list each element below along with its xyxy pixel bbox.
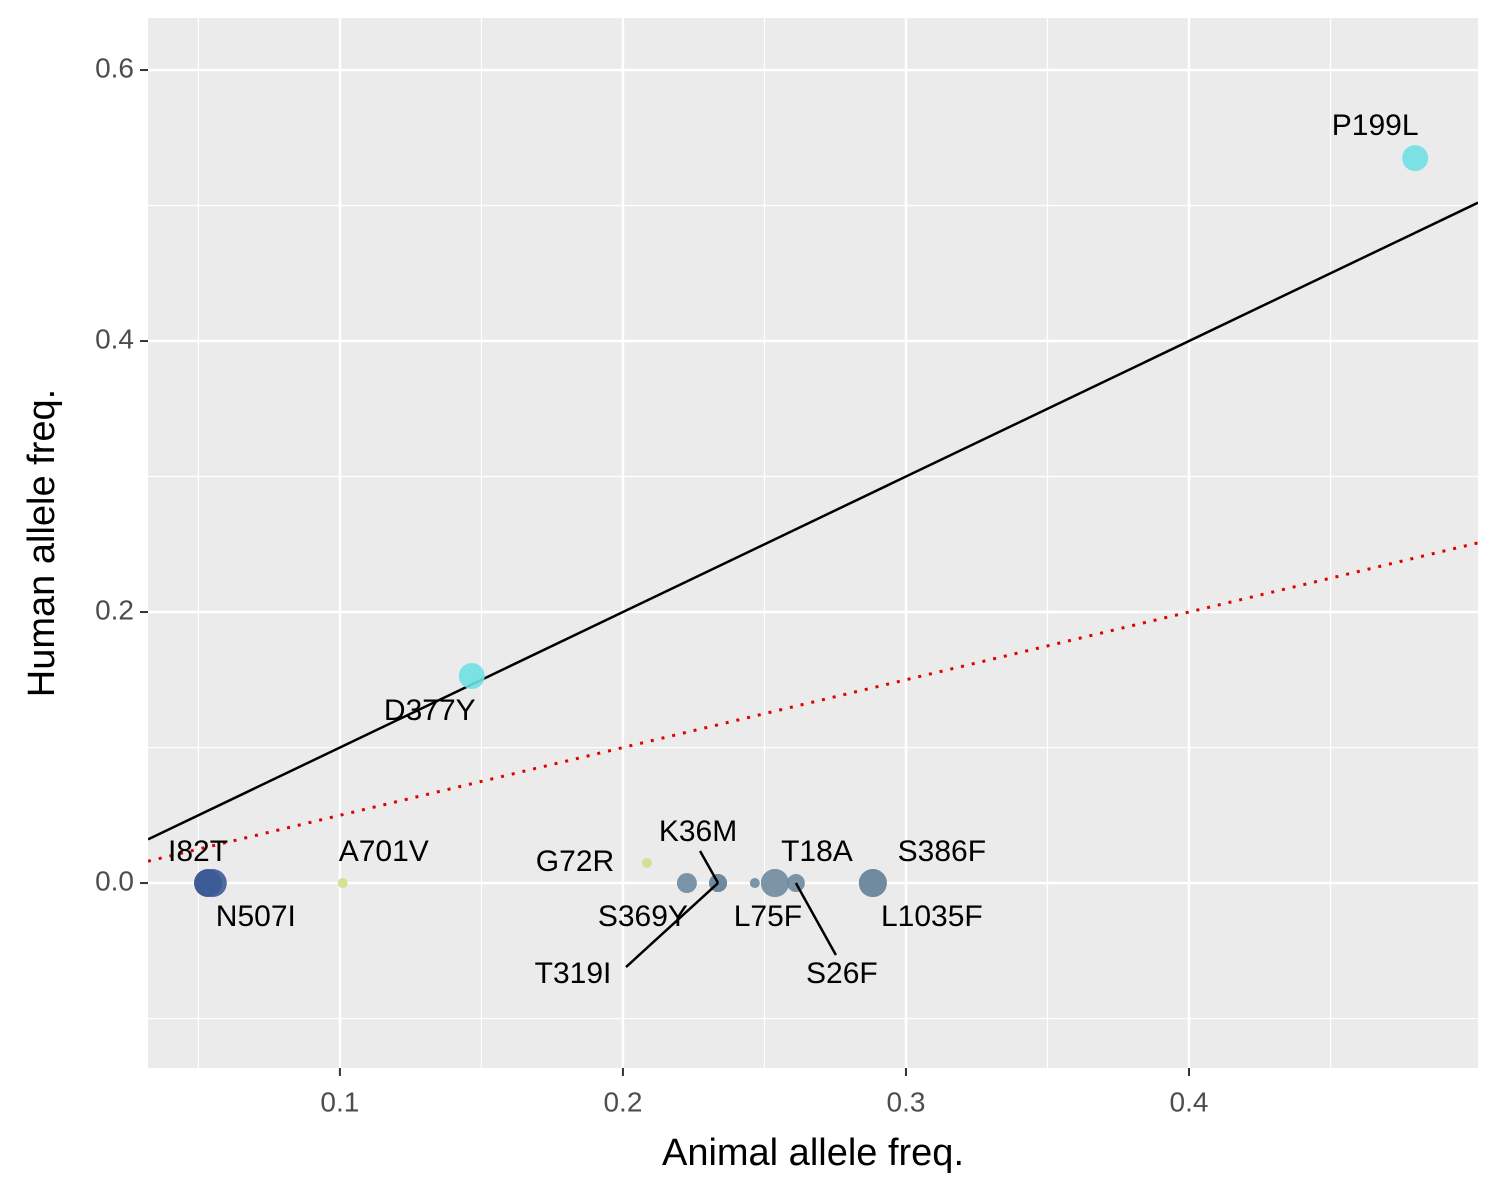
- point: [337, 878, 348, 889]
- point: [1402, 145, 1429, 172]
- y-tick-label: 0.0: [95, 865, 134, 896]
- x-tick-label: 0.4: [1170, 1086, 1209, 1117]
- point: [676, 873, 697, 894]
- point: [198, 869, 227, 898]
- x-tick-label: 0.3: [887, 1086, 926, 1117]
- point-label: G72R: [536, 845, 614, 878]
- point-label: L75F: [734, 900, 802, 933]
- point-label: T319I: [535, 957, 612, 990]
- point: [858, 869, 887, 898]
- y-tick-label: 0.6: [95, 52, 134, 83]
- point: [641, 857, 652, 868]
- point-label: N507I: [216, 900, 296, 933]
- reference-line: [148, 201, 1478, 841]
- point: [749, 878, 760, 889]
- point-label: T18A: [781, 835, 853, 868]
- leader-line: [698, 850, 720, 884]
- x-axis-title: Animal allele freq.: [662, 1132, 964, 1174]
- point-label: D377Y: [384, 694, 476, 727]
- point-label: K36M: [659, 815, 737, 848]
- point-label: S386F: [898, 835, 986, 868]
- point: [760, 869, 789, 898]
- y-axis-title: Human allele freq.: [21, 389, 63, 697]
- point-label: S369Y: [598, 900, 688, 933]
- x-tick-label: 0.2: [603, 1086, 642, 1117]
- panel: [148, 18, 1478, 1068]
- x-tick-label: 0.1: [320, 1086, 359, 1117]
- point-label: I82T: [168, 835, 228, 868]
- point-label: L1035F: [881, 900, 983, 933]
- point: [458, 662, 485, 689]
- y-tick-label: 0.4: [95, 323, 134, 354]
- point-label: P199L: [1332, 109, 1419, 142]
- leader-line: [625, 882, 719, 968]
- y-tick-label: 0.2: [95, 594, 134, 625]
- leader-line: [794, 882, 837, 956]
- reference-line: [148, 541, 1478, 863]
- point-label: S26F: [806, 957, 878, 990]
- point-label: A701V: [339, 835, 429, 868]
